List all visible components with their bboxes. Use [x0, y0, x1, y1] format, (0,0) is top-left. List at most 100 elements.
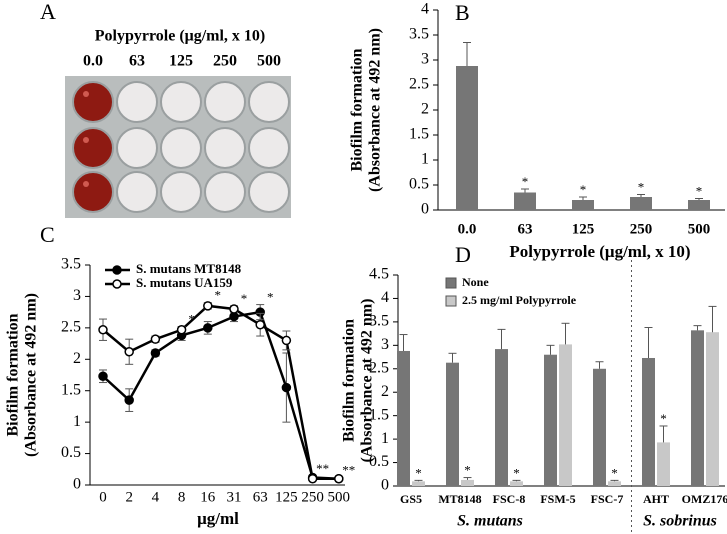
- x-tick-label: 31: [227, 489, 242, 505]
- well: [72, 127, 114, 169]
- bar: [630, 197, 652, 210]
- significance-label: *: [522, 174, 529, 189]
- significance-label: *: [241, 291, 248, 306]
- bar: [691, 330, 704, 486]
- x-tick-label: FSM-5: [540, 492, 575, 506]
- significance-label: *: [267, 290, 274, 305]
- y-tick-label: 3.5: [369, 313, 389, 330]
- significance-label: **: [316, 461, 329, 476]
- significance-label: *: [660, 411, 667, 426]
- significance-label: *: [638, 179, 645, 194]
- marker: [124, 395, 134, 405]
- x-tick-label: GS5: [400, 492, 422, 506]
- y-tick-label: 1: [421, 151, 429, 168]
- marker: [281, 382, 292, 393]
- y-tick-label: 1: [381, 430, 389, 447]
- bar: [642, 357, 655, 486]
- x-tick-label: 63: [253, 489, 268, 505]
- well: [116, 171, 158, 213]
- well-shine: [83, 181, 89, 187]
- well: [248, 127, 290, 169]
- group-label: S. mutans: [457, 513, 523, 530]
- y-axis-title: (Absorbance at 492 nm): [23, 293, 40, 457]
- bar: [397, 350, 410, 486]
- y-axis-title: Biofilm formation: [5, 313, 22, 436]
- y-tick-label: 2.5: [61, 319, 81, 336]
- x-tick-label: 2: [125, 489, 133, 505]
- well: [116, 127, 158, 169]
- column-label: 250: [213, 53, 237, 70]
- bar: [593, 368, 606, 486]
- line: [102, 304, 339, 480]
- x-tick-label: 8: [178, 489, 186, 505]
- y-tick-label: 2: [73, 350, 81, 367]
- photo-title: Polypyrrole (μg/ml, x 10): [95, 28, 266, 45]
- y-axis-title: Biofilm formation: [341, 319, 358, 442]
- significance-label: *: [580, 182, 587, 197]
- y-tick-label: 2: [381, 383, 389, 400]
- y-axis-title: (Absorbance at 492 nm): [359, 299, 376, 463]
- well: [116, 81, 158, 123]
- significance-label: *: [188, 312, 195, 327]
- legend-label: S. mutans MT8148: [136, 261, 242, 276]
- line: [102, 310, 339, 480]
- x-tick-label: 500: [688, 221, 711, 237]
- bar: [495, 349, 508, 486]
- x-axis-title: Polypyrrole (μg/ml, x 10): [509, 242, 690, 261]
- x-tick-label: FSC-7: [591, 492, 624, 506]
- x-tick-label: 500: [328, 489, 351, 505]
- x-tick-label: 0: [99, 489, 107, 505]
- well: [204, 127, 246, 169]
- y-tick-label: 0: [381, 477, 389, 494]
- bar: [572, 200, 594, 210]
- marker: [229, 304, 239, 314]
- y-tick-label: 0.5: [61, 444, 81, 461]
- x-tick-label: 250: [630, 221, 653, 237]
- y-tick-label: 0: [73, 476, 81, 493]
- y-tick-label: 0.5: [369, 453, 389, 470]
- bar: [608, 481, 621, 486]
- marker: [150, 334, 161, 344]
- y-tick-label: 4: [381, 289, 389, 306]
- well: [204, 81, 246, 123]
- y-tick-label: 3: [381, 336, 389, 353]
- group-label: S. sobrinus: [643, 513, 717, 530]
- legend-label: 2.5 mg/ml Polypyrrole: [462, 293, 577, 307]
- y-tick-label: 0.5: [409, 176, 429, 193]
- panel-letter: D: [455, 242, 471, 267]
- legend-swatch: [445, 277, 457, 289]
- bar: [446, 362, 459, 486]
- y-tick-label: 2.5: [409, 76, 429, 93]
- bar: [706, 332, 719, 486]
- well: [72, 81, 114, 123]
- marker: [203, 301, 213, 311]
- well: [204, 171, 246, 213]
- x-tick-label: AHT: [643, 492, 669, 506]
- legend-marker: [112, 279, 122, 289]
- well: [160, 171, 202, 213]
- y-tick-label: 1.5: [409, 126, 429, 143]
- significance-label: *: [513, 465, 520, 480]
- column-label: 0.0: [83, 53, 103, 70]
- x-tick-label: OMZ176: [682, 492, 727, 506]
- panel-letter: B: [455, 0, 470, 25]
- x-tick-label: FSC-8: [493, 492, 526, 506]
- column-label: 125: [169, 53, 193, 70]
- panel-letter: A: [40, 0, 56, 24]
- marker: [203, 323, 213, 333]
- legend-marker: [112, 265, 122, 275]
- x-tick-label: 0.0: [458, 221, 477, 237]
- legend-label: None: [462, 275, 489, 289]
- y-axis-title: (Absorbance at 492 nm): [367, 28, 384, 192]
- y-axis-title: Biofilm formation: [349, 48, 366, 171]
- bar: [657, 442, 670, 486]
- y-tick-label: 1: [73, 413, 81, 430]
- y-tick-label: 3: [421, 51, 429, 68]
- marker: [334, 473, 344, 484]
- x-tick-label: 250: [301, 489, 324, 505]
- x-tick-label: 125: [572, 221, 595, 237]
- y-tick-label: 3: [73, 287, 81, 304]
- x-tick-label: 125: [275, 489, 298, 505]
- bar: [559, 344, 572, 486]
- x-tick-label: 16: [200, 489, 216, 505]
